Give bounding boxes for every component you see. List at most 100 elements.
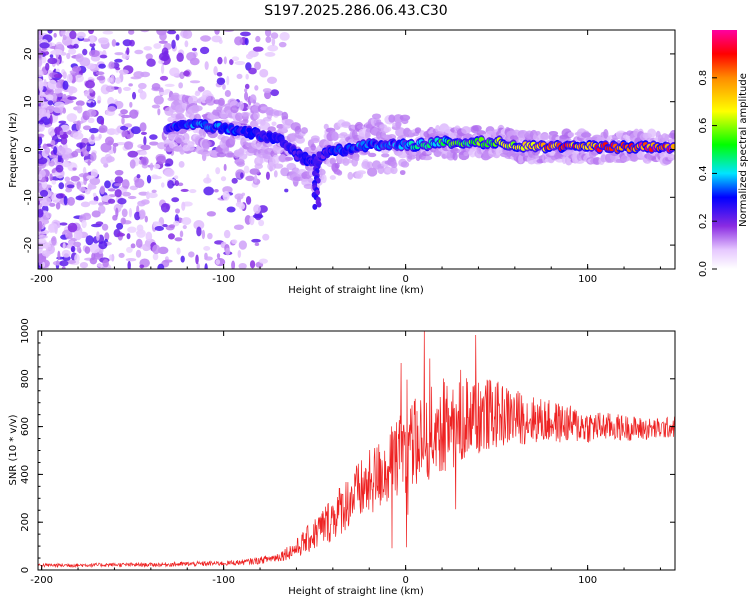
heatmap-noise-cell <box>153 163 161 170</box>
heatmap-noise-cell <box>38 59 43 68</box>
heatmap-noise-cell <box>125 258 137 262</box>
heatmap-noise-cell <box>82 125 92 131</box>
heatmap-noise-cell <box>238 202 246 210</box>
heatmap-noise-cell <box>248 67 257 75</box>
top-y-tick-label: -20 <box>23 237 34 253</box>
heatmap-noise-cell <box>59 130 64 136</box>
bottom-y-tick-label: 1000 <box>20 318 31 343</box>
heatmap-halo-cell <box>222 146 230 154</box>
heatmap-halo-cell <box>310 143 316 151</box>
heatmap-noise-cell <box>174 180 180 187</box>
heatmap-noise-cell <box>231 177 238 184</box>
heatmap-noise-cell <box>84 188 91 195</box>
heatmap-noise-cell <box>238 263 247 269</box>
heatmap-noise-cell <box>51 180 57 185</box>
heatmap-noise-cell <box>164 168 175 177</box>
heatmap-noise-cell <box>146 174 152 184</box>
colorbar-tick-label: 0.6 <box>698 118 709 134</box>
heatmap-noise-cell <box>92 192 97 198</box>
heatmap-noise-cell <box>45 94 54 101</box>
heatmap-noise-cell <box>252 214 264 219</box>
heatmap-noise-cell <box>66 113 78 122</box>
colorbar-tick-label: 0.2 <box>698 213 709 229</box>
heatmap-noise-cell <box>139 150 148 156</box>
bottom-y-tick-label: 0 <box>20 567 31 573</box>
heatmap-noise-cell <box>88 200 99 205</box>
heatmap-noise-cell <box>88 88 94 93</box>
heatmap-noise-cell <box>109 254 113 261</box>
heatmap-halo-cell <box>463 151 469 156</box>
heatmap-halo-cell <box>399 170 406 176</box>
heatmap-noise-cell <box>146 58 156 67</box>
heatmap-noise-cell <box>116 142 126 146</box>
heatmap-noise-cell <box>38 167 42 172</box>
heatmap-noise-cell <box>234 193 244 200</box>
heatmap-noise-cell <box>238 240 247 250</box>
heatmap-noise-cell <box>222 190 230 201</box>
heatmap-noise-cell <box>96 231 100 242</box>
heatmap-halo-cell <box>167 116 176 123</box>
heatmap-halo-cell <box>367 167 378 177</box>
heatmap-noise-cell <box>249 215 255 226</box>
heatmap-halo-cell <box>310 137 320 144</box>
heatmap-noise-cell <box>160 202 170 213</box>
heatmap-noise-cell <box>180 255 185 263</box>
heatmap-noise-cell <box>254 61 261 71</box>
heatmap-spur-cell <box>316 201 322 208</box>
top-chart-title: S197.2025.286.06.43.C30 <box>264 3 447 19</box>
heatmap-noise-cell <box>51 235 57 246</box>
heatmap-noise-cell <box>38 97 45 102</box>
heatmap-halo-cell <box>343 158 353 164</box>
heatmap-noise-cell <box>67 222 78 233</box>
heatmap-noise-cell <box>114 183 122 187</box>
heatmap-noise-cell <box>60 30 66 37</box>
heatmap-noise-cell <box>116 232 126 237</box>
heatmap-noise-cell <box>184 40 189 48</box>
heatmap-halo-cell <box>238 101 244 111</box>
heatmap-noise-cell <box>73 241 82 247</box>
heatmap-noise-cell <box>140 199 150 205</box>
heatmap-noise-cell <box>122 130 128 137</box>
heatmap-noise-cell <box>249 168 260 175</box>
heatmap-noise-cell <box>71 150 79 158</box>
heatmap-halo-cell <box>334 162 340 169</box>
heatmap-noise-cell <box>251 238 261 243</box>
heatmap-noise-cell <box>88 30 94 35</box>
heatmap-noise-cell <box>128 83 133 87</box>
heatmap-halo-cell <box>347 171 354 180</box>
heatmap-noise-cell <box>164 163 171 167</box>
heatmap-noise-cell <box>195 254 199 265</box>
heatmap-noise-cell <box>115 207 119 218</box>
heatmap-noise-cell <box>139 209 146 219</box>
heatmap-noise-cell <box>62 34 67 41</box>
heatmap-noise-cell <box>278 41 287 48</box>
heatmap-noise-cell <box>245 175 255 182</box>
heatmap-noise-cell <box>46 109 50 119</box>
heatmap-noise-cell <box>200 35 211 42</box>
heatmap-noise-cell <box>64 176 71 183</box>
heatmap-noise-cell <box>129 159 136 169</box>
heatmap-noise-cell <box>284 188 289 193</box>
top-y-tick-label: 10 <box>23 95 34 108</box>
heatmap-noise-cell <box>53 146 58 155</box>
heatmap-noise-cell <box>76 31 86 39</box>
heatmap-noise-cell <box>68 48 77 55</box>
heatmap-noise-cell <box>72 167 77 171</box>
heatmap-noise-cell <box>48 160 55 167</box>
heatmap-noise-cell <box>83 90 90 97</box>
heatmap-noise-cell <box>271 121 277 126</box>
heatmap-noise-cell <box>129 101 133 108</box>
heatmap-halo-cell <box>224 152 236 158</box>
heatmap-noise-cell <box>47 30 53 34</box>
heatmap-noise-cell <box>69 30 77 40</box>
heatmap-noise-cell <box>115 42 120 46</box>
top-y-ticks: -20 -10 0 10 20 <box>23 48 675 253</box>
heatmap-noise-cell <box>49 114 53 125</box>
heatmap-noise-cell <box>226 206 236 213</box>
heatmap-noise-cell <box>62 107 67 114</box>
heatmap-noise-cell <box>127 150 139 158</box>
heatmap-noise-cell <box>244 91 249 101</box>
heatmap-noise-cell <box>87 117 95 124</box>
heatmap-noise-cell <box>55 202 61 210</box>
heatmap-noise-cell <box>89 177 101 186</box>
